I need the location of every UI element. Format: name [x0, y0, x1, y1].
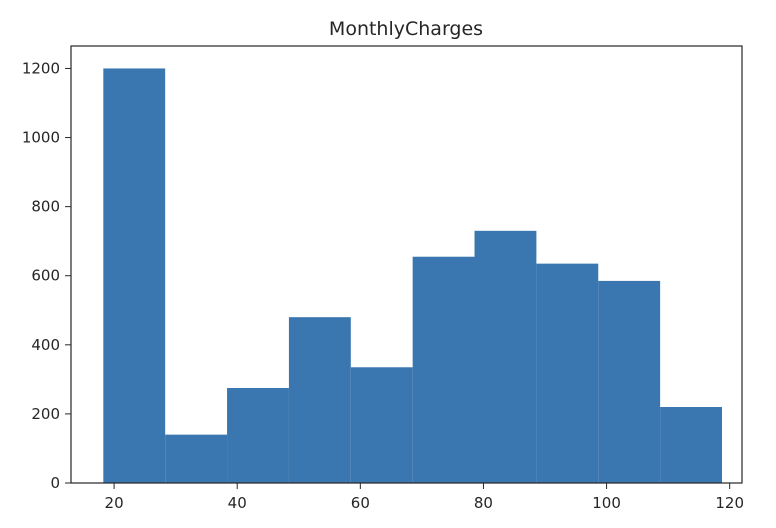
histogram-bar	[350, 367, 413, 483]
x-tick-label: 60	[351, 494, 370, 512]
histogram-bar	[103, 68, 166, 484]
y-tick-label: 200	[31, 405, 60, 423]
y-tick-label: 400	[31, 336, 60, 354]
y-tick-label: 0	[50, 474, 60, 492]
y-tick-label: 800	[31, 198, 60, 216]
histogram-bar	[598, 280, 661, 483]
y-tick-label: 1000	[22, 129, 60, 147]
bars-group	[103, 68, 722, 484]
histogram-bar	[165, 434, 228, 483]
y-tick-label: 1200	[22, 59, 60, 77]
histogram-bar	[412, 256, 475, 483]
histogram-bar	[288, 317, 351, 483]
histogram-bar	[227, 388, 289, 483]
x-tick-label: 20	[105, 494, 124, 512]
histogram-bar	[474, 230, 537, 483]
y-tick-label: 600	[31, 267, 60, 285]
plot-area-frame	[70, 45, 743, 484]
chart-title: MonthlyCharges	[329, 18, 483, 40]
x-axis: 20 40 60 80 100 120	[105, 483, 744, 512]
y-axis: 0 200 400 600 800 1000 1200	[22, 59, 71, 492]
histogram-bar	[536, 263, 599, 483]
x-tick-label: 40	[228, 494, 247, 512]
x-tick-label: 120	[715, 494, 744, 512]
x-tick-label: 100	[592, 494, 621, 512]
histogram-bar	[660, 407, 722, 483]
x-tick-label: 80	[474, 494, 493, 512]
